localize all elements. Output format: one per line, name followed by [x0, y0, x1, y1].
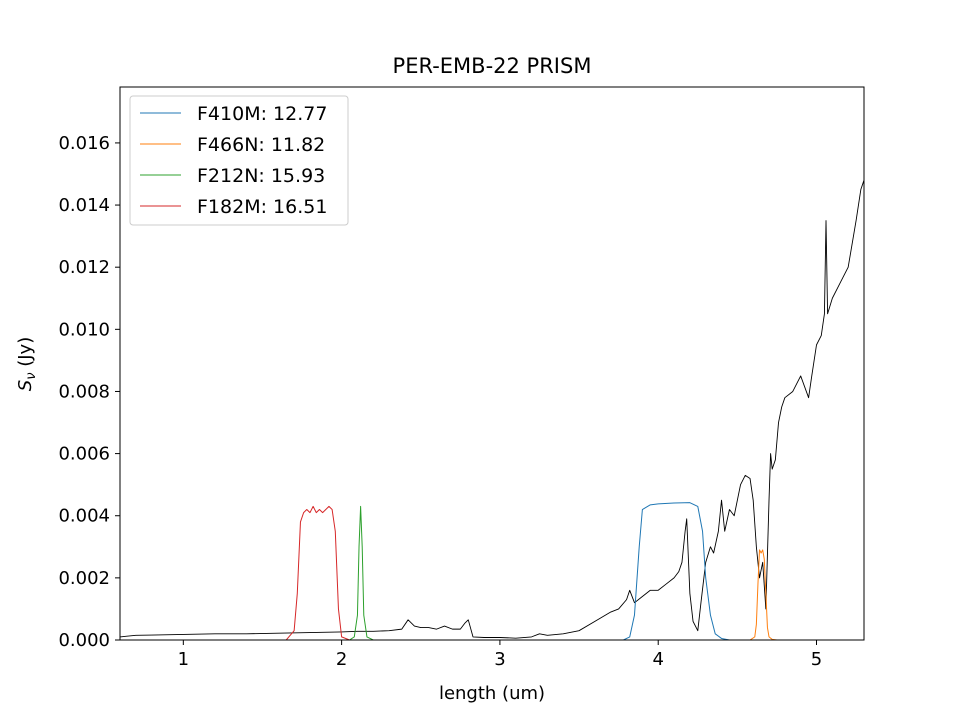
legend-label: F212N: 15.93: [197, 165, 325, 187]
x-tick-label: 3: [494, 649, 505, 670]
y-tick-label: 0.002: [58, 568, 110, 589]
legend-items: F410M: 12.77 F466N: 11.82 F212N: 15.93 F182…: [140, 103, 327, 218]
y-tick-label: 0.012: [58, 257, 110, 278]
legend-label: F466N: 11.82: [197, 134, 325, 156]
legend: F410M: 12.77 F466N: 11.82 F212N: 15.93 F182…: [129, 95, 349, 226]
plot-frame: [119, 86, 865, 641]
y-tick-label: 0.010: [58, 319, 110, 340]
f466n-line: [749, 549, 778, 640]
x-axis-label: length (um): [439, 683, 545, 704]
x-tick-label: 4: [652, 649, 663, 670]
spectrum-line: [120, 180, 864, 639]
y-tick-label: 0.014: [58, 195, 110, 216]
y-tick-label: 0.004: [58, 506, 110, 527]
chart-title: PER-EMB-22 PRISM: [393, 54, 592, 78]
y-tick-label: 0.006: [58, 444, 110, 465]
legend-label: F182M: 16.51: [197, 196, 327, 218]
x-tick-label: 2: [336, 649, 347, 670]
legend-label: F410M: 12.77: [197, 103, 327, 125]
y-tick-label: 0.016: [58, 133, 110, 154]
f182m-line: [285, 505, 350, 640]
legend-box: [129, 95, 349, 226]
y-tick-label: 0.008: [58, 381, 110, 402]
y-axis: 0.000 0.002 0.004 0.006 0.008 0.010 0.012 0.014…: [58, 133, 120, 651]
f410m-line: [623, 502, 730, 640]
x-tick-label: 1: [178, 649, 189, 670]
x-tick-label: 5: [811, 649, 822, 670]
series-layer: [120, 180, 864, 640]
f212n-line: [349, 505, 374, 640]
y-axis-label: Sν (Jy): [15, 337, 39, 391]
x-axis: 1 2 3 4 5: [178, 640, 822, 670]
y-tick-label: 0.000: [58, 630, 110, 651]
